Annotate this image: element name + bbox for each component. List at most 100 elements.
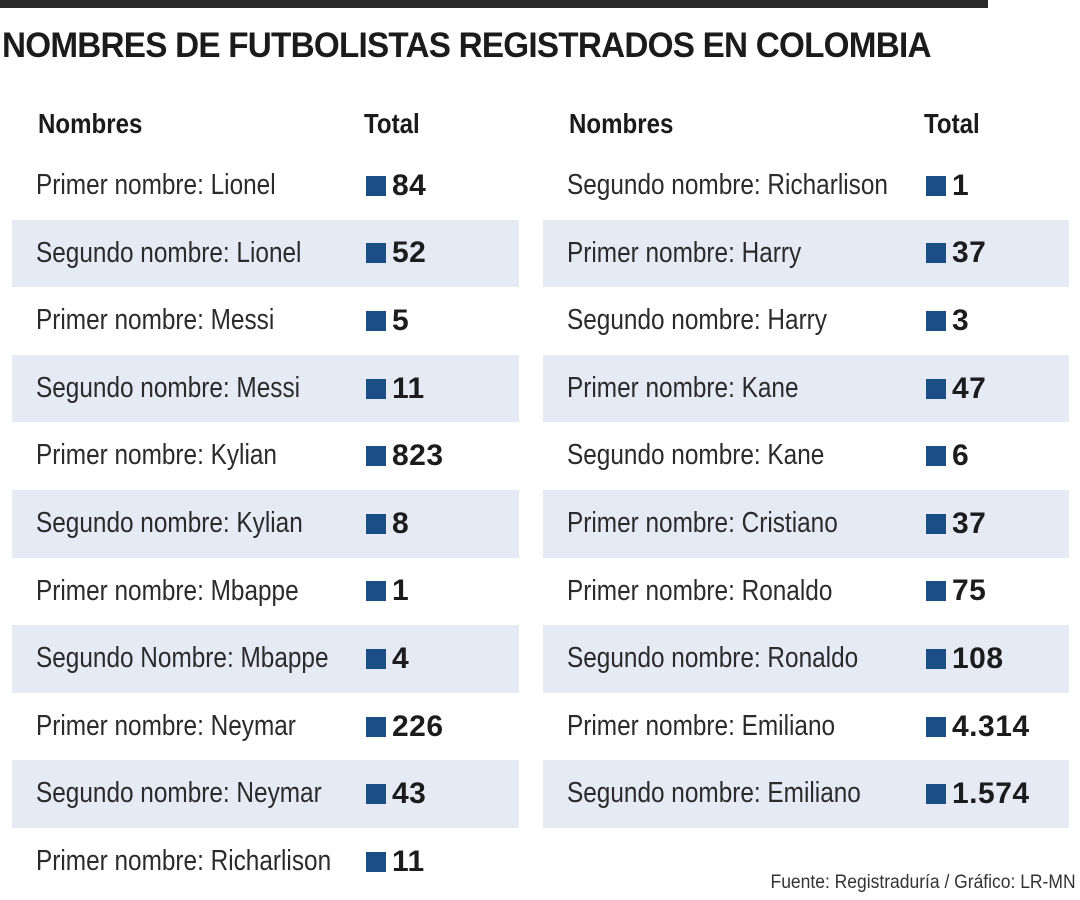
square-marker-icon: [926, 243, 946, 264]
row-total-value: 84: [392, 168, 427, 202]
row-total: 1.574: [926, 760, 1030, 828]
table-right: Nombres Total Segundo nombre: Richarliso…: [543, 96, 1069, 828]
square-marker-icon: [926, 175, 946, 196]
row-total: 1: [926, 152, 969, 220]
table-row: Primer nombre: Mbappe 1: [12, 558, 519, 626]
row-total: 3: [926, 287, 969, 355]
table-row: Segundo Nombre: Mbappe 4: [12, 625, 519, 693]
top-rule: [0, 0, 988, 8]
row-total: 75: [926, 558, 986, 626]
square-marker-icon: [366, 310, 386, 331]
row-total: 84: [366, 152, 426, 220]
row-total: 1: [366, 558, 409, 626]
table-row: Primer nombre: Richarlison 11: [12, 828, 519, 896]
row-total: 8: [366, 490, 409, 558]
row-total-value: 43: [392, 777, 427, 811]
square-marker-icon: [366, 581, 386, 602]
column-header-total: Total: [924, 108, 980, 139]
row-total-value: 52: [392, 236, 427, 270]
row-total-value: 11: [392, 371, 425, 405]
row-name-label: Primer nombre: Lionel: [36, 169, 276, 201]
square-marker-icon: [366, 648, 386, 669]
table-row: Primer nombre: Ronaldo 75: [543, 558, 1069, 626]
table-row: Primer nombre: Messi 5: [12, 287, 519, 355]
table-row: Primer nombre: Emiliano 4.314: [543, 693, 1069, 761]
row-total-value: 37: [952, 506, 987, 540]
row-total-value: 5: [392, 303, 410, 337]
row-name-label: Segundo nombre: Kylian: [36, 506, 303, 539]
table-row: Segundo nombre: Harry 3: [543, 287, 1069, 355]
row-name-label: Segundo nombre: Ronaldo: [567, 642, 859, 675]
row-total: 823: [366, 422, 444, 490]
square-marker-icon: [926, 446, 946, 467]
source-note: Fuente: Registraduría / Gráfico: LR-MN: [770, 872, 1076, 893]
row-total-value: 47: [952, 371, 987, 405]
table-row: Primer nombre: Cristiano 37: [543, 489, 1069, 558]
row-name-label: Primer nombre: Kylian: [36, 439, 277, 472]
table-row: Segundo nombre: Messi 11: [12, 354, 519, 423]
square-marker-icon: [366, 851, 386, 872]
row-total-value: 4: [392, 641, 410, 675]
row-total: 4.314: [926, 693, 1030, 761]
square-marker-icon: [366, 378, 386, 399]
table-right-header: Nombres Total: [543, 96, 1069, 152]
row-name-label: Primer nombre: Mbappe: [36, 574, 299, 607]
row-name-label: Primer nombre: Harry: [567, 236, 802, 269]
row-name-label: Segundo Nombre: Mbappe: [36, 642, 329, 675]
table-row: Primer nombre: Lionel 84: [12, 152, 519, 220]
square-marker-icon: [926, 648, 946, 669]
square-marker-icon: [926, 716, 946, 737]
table-left: Nombres Total Primer nombre: Lionel 84 Seg…: [12, 96, 519, 896]
square-marker-icon: [366, 243, 386, 264]
square-marker-icon: [366, 716, 386, 737]
row-name-label: Segundo nombre: Lionel: [36, 236, 302, 269]
row-total-value: 1.574: [952, 777, 1030, 811]
row-total: 43: [366, 760, 426, 828]
row-name-label: Segundo nombre: Emiliano: [567, 777, 861, 810]
table-row: Segundo nombre: Kylian 8: [12, 489, 519, 558]
row-total-value: 11: [392, 844, 425, 878]
row-name-label: Segundo nombre: Neymar: [36, 777, 322, 810]
square-marker-icon: [366, 513, 386, 534]
row-name-label: Primer nombre: Neymar: [36, 709, 296, 742]
row-name-label: Segundo nombre: Richarlison: [567, 169, 888, 201]
table-right-body: Segundo nombre: Richarlison 1 Primer nombr…: [543, 152, 1069, 828]
row-total-value: 37: [952, 236, 987, 270]
row-total: 226: [366, 693, 444, 761]
row-total-value: 4.314: [952, 709, 1030, 743]
table-row: Primer nombre: Neymar 226: [12, 693, 519, 761]
row-name-label: Primer nombre: Emiliano: [567, 709, 836, 742]
table-row: Segundo nombre: Kane 6: [543, 422, 1069, 490]
row-name-label: Primer nombre: Cristiano: [567, 506, 838, 539]
table-row: Primer nombre: Harry 37: [543, 219, 1069, 288]
row-total-value: 8: [392, 506, 410, 540]
square-marker-icon: [366, 446, 386, 467]
table-row: Segundo nombre: Richarlison 1: [543, 152, 1069, 220]
column-header-names: Nombres: [569, 108, 674, 139]
row-name-label: Segundo nombre: Messi: [36, 371, 301, 404]
square-marker-icon: [926, 784, 946, 805]
table-left-body: Primer nombre: Lionel 84 Segundo nombre: L…: [12, 152, 519, 896]
square-marker-icon: [366, 784, 386, 805]
row-total-value: 75: [952, 574, 987, 608]
row-total: 37: [926, 220, 986, 288]
table-left-header: Nombres Total: [12, 96, 519, 152]
table-row: Segundo nombre: Emiliano 1.574: [543, 760, 1069, 828]
row-name-label: Segundo nombre: Kane: [567, 439, 825, 472]
row-total: 47: [926, 355, 986, 423]
row-name-label: Primer nombre: Richarlison: [36, 844, 332, 877]
chart-title: NOMBRES DE FUTBOLISTAS REGISTRADOS EN CO…: [2, 26, 931, 65]
table-row: Primer nombre: Kane 47: [543, 354, 1069, 423]
column-header-names: Nombres: [38, 108, 143, 139]
table-row: Segundo nombre: Lionel 52: [12, 219, 519, 288]
table-row: Primer nombre: Kylian 823: [12, 422, 519, 490]
row-total: 11: [366, 355, 425, 423]
row-total-value: 3: [952, 303, 970, 337]
row-total: 6: [926, 422, 969, 490]
row-total-value: 226: [392, 709, 444, 743]
row-total: 4: [366, 625, 409, 693]
row-total-value: 6: [952, 439, 970, 473]
row-total-value: 1: [392, 574, 410, 608]
row-name-label: Primer nombre: Ronaldo: [567, 574, 833, 607]
table-row: Segundo nombre: Ronaldo 108: [543, 625, 1069, 693]
